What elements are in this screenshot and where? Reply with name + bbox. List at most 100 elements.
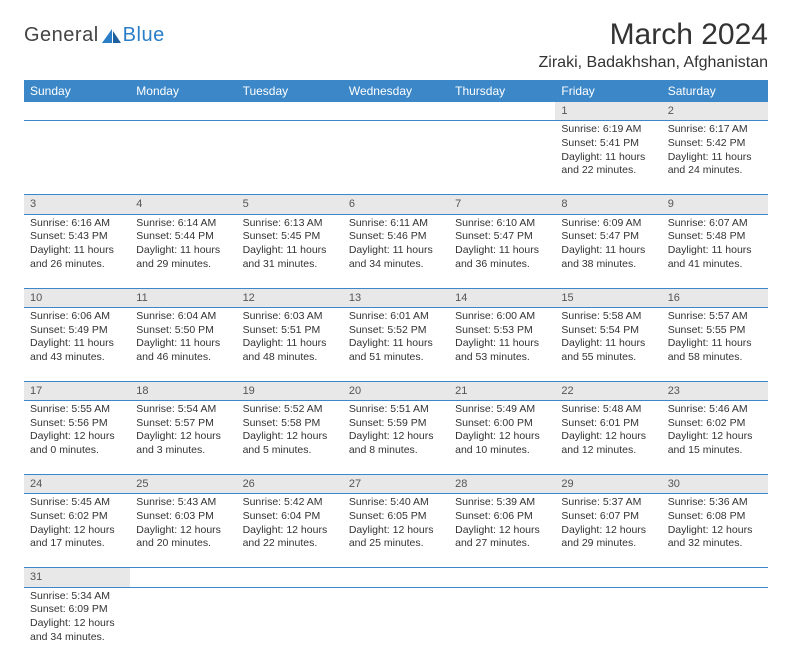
sunrise-text: Sunrise: 5:40 AM <box>349 496 443 510</box>
day-number <box>555 568 661 587</box>
day-cell <box>662 587 768 661</box>
day-number: 9 <box>662 195 768 214</box>
daylight-text: and 48 minutes. <box>243 351 337 365</box>
day-cell: Sunrise: 5:39 AMSunset: 6:06 PMDaylight:… <box>449 494 555 568</box>
day-number: 3 <box>24 195 130 214</box>
day-cell: Sunrise: 6:17 AMSunset: 5:42 PMDaylight:… <box>662 121 768 195</box>
daylight-text: and 41 minutes. <box>668 258 762 272</box>
daylight-text: Daylight: 12 hours <box>668 524 762 538</box>
daylight-text: Daylight: 12 hours <box>561 524 655 538</box>
day-cell: Sunrise: 5:43 AMSunset: 6:03 PMDaylight:… <box>130 494 236 568</box>
day-number: 27 <box>343 475 449 494</box>
day-number: 8 <box>555 195 661 214</box>
daylight-text: Daylight: 11 hours <box>30 337 124 351</box>
content-row: Sunrise: 5:55 AMSunset: 5:56 PMDaylight:… <box>24 401 768 475</box>
daylight-text: and 46 minutes. <box>136 351 230 365</box>
content-row: Sunrise: 5:45 AMSunset: 6:02 PMDaylight:… <box>24 494 768 568</box>
content-row: Sunrise: 6:06 AMSunset: 5:49 PMDaylight:… <box>24 307 768 381</box>
day-number <box>24 102 130 121</box>
daylight-text: Daylight: 12 hours <box>349 524 443 538</box>
sunrise-text: Sunrise: 5:51 AM <box>349 403 443 417</box>
sunrise-text: Sunrise: 6:10 AM <box>455 217 549 231</box>
day-cell: Sunrise: 6:09 AMSunset: 5:47 PMDaylight:… <box>555 214 661 288</box>
day-cell: Sunrise: 6:04 AMSunset: 5:50 PMDaylight:… <box>130 307 236 381</box>
weekday-header: Saturday <box>662 80 768 102</box>
sunset-text: Sunset: 5:57 PM <box>136 417 230 431</box>
daylight-text: Daylight: 11 hours <box>668 151 762 165</box>
day-number: 25 <box>130 475 236 494</box>
daylight-text: and 22 minutes. <box>243 537 337 551</box>
sunrise-text: Sunrise: 5:34 AM <box>30 590 124 604</box>
day-number: 26 <box>237 475 343 494</box>
brand-blue: Blue <box>123 24 165 47</box>
daylight-text: Daylight: 11 hours <box>30 244 124 258</box>
day-cell: Sunrise: 6:13 AMSunset: 5:45 PMDaylight:… <box>237 214 343 288</box>
daylight-text: and 29 minutes. <box>561 537 655 551</box>
sunrise-text: Sunrise: 6:11 AM <box>349 217 443 231</box>
day-number: 28 <box>449 475 555 494</box>
sunset-text: Sunset: 5:52 PM <box>349 324 443 338</box>
sunrise-text: Sunrise: 6:03 AM <box>243 310 337 324</box>
daylight-text: and 20 minutes. <box>136 537 230 551</box>
daynum-row: 10111213141516 <box>24 288 768 307</box>
daylight-text: Daylight: 12 hours <box>136 430 230 444</box>
day-number <box>449 102 555 121</box>
day-cell: Sunrise: 6:01 AMSunset: 5:52 PMDaylight:… <box>343 307 449 381</box>
sunset-text: Sunset: 5:41 PM <box>561 137 655 151</box>
sunset-text: Sunset: 5:45 PM <box>243 230 337 244</box>
sunset-text: Sunset: 5:48 PM <box>668 230 762 244</box>
daylight-text: Daylight: 11 hours <box>136 244 230 258</box>
sunset-text: Sunset: 5:55 PM <box>668 324 762 338</box>
sunrise-text: Sunrise: 6:19 AM <box>561 123 655 137</box>
day-cell: Sunrise: 5:36 AMSunset: 6:08 PMDaylight:… <box>662 494 768 568</box>
daylight-text: Daylight: 12 hours <box>30 430 124 444</box>
day-cell <box>343 587 449 661</box>
day-cell: Sunrise: 5:45 AMSunset: 6:02 PMDaylight:… <box>24 494 130 568</box>
daylight-text: and 53 minutes. <box>455 351 549 365</box>
day-cell: Sunrise: 6:16 AMSunset: 5:43 PMDaylight:… <box>24 214 130 288</box>
day-number: 22 <box>555 381 661 400</box>
sunrise-text: Sunrise: 5:42 AM <box>243 496 337 510</box>
day-number <box>237 102 343 121</box>
weekday-header: Wednesday <box>343 80 449 102</box>
day-number: 11 <box>130 288 236 307</box>
sunrise-text: Sunrise: 6:16 AM <box>30 217 124 231</box>
day-cell: Sunrise: 5:46 AMSunset: 6:02 PMDaylight:… <box>662 401 768 475</box>
sunset-text: Sunset: 6:07 PM <box>561 510 655 524</box>
day-cell: Sunrise: 5:34 AMSunset: 6:09 PMDaylight:… <box>24 587 130 661</box>
daylight-text: and 26 minutes. <box>30 258 124 272</box>
day-number: 2 <box>662 102 768 121</box>
brand-logo: General Blue <box>24 24 165 47</box>
day-number: 10 <box>24 288 130 307</box>
daylight-text: Daylight: 11 hours <box>349 337 443 351</box>
day-cell: Sunrise: 6:19 AMSunset: 5:41 PMDaylight:… <box>555 121 661 195</box>
daylight-text: Daylight: 12 hours <box>136 524 230 538</box>
sunrise-text: Sunrise: 5:48 AM <box>561 403 655 417</box>
day-cell <box>237 587 343 661</box>
day-cell: Sunrise: 5:58 AMSunset: 5:54 PMDaylight:… <box>555 307 661 381</box>
sunrise-text: Sunrise: 6:06 AM <box>30 310 124 324</box>
day-number <box>237 568 343 587</box>
day-number: 6 <box>343 195 449 214</box>
sunrise-text: Sunrise: 6:13 AM <box>243 217 337 231</box>
day-number: 30 <box>662 475 768 494</box>
day-cell: Sunrise: 5:51 AMSunset: 5:59 PMDaylight:… <box>343 401 449 475</box>
daylight-text: Daylight: 12 hours <box>243 524 337 538</box>
sunset-text: Sunset: 5:43 PM <box>30 230 124 244</box>
daylight-text: Daylight: 12 hours <box>455 524 549 538</box>
daylight-text: and 10 minutes. <box>455 444 549 458</box>
sunset-text: Sunset: 5:42 PM <box>668 137 762 151</box>
sunset-text: Sunset: 5:47 PM <box>455 230 549 244</box>
sunrise-text: Sunrise: 6:01 AM <box>349 310 443 324</box>
calendar-table: SundayMondayTuesdayWednesdayThursdayFrid… <box>24 80 768 661</box>
sunrise-text: Sunrise: 5:52 AM <box>243 403 337 417</box>
title-block: March 2024 Ziraki, Badakhshan, Afghanist… <box>539 18 768 72</box>
day-number <box>130 568 236 587</box>
daylight-text: and 24 minutes. <box>668 164 762 178</box>
daylight-text: and 51 minutes. <box>349 351 443 365</box>
day-cell: Sunrise: 5:54 AMSunset: 5:57 PMDaylight:… <box>130 401 236 475</box>
weekday-header: Sunday <box>24 80 130 102</box>
sunset-text: Sunset: 5:47 PM <box>561 230 655 244</box>
sunrise-text: Sunrise: 6:14 AM <box>136 217 230 231</box>
sunrise-text: Sunrise: 5:37 AM <box>561 496 655 510</box>
